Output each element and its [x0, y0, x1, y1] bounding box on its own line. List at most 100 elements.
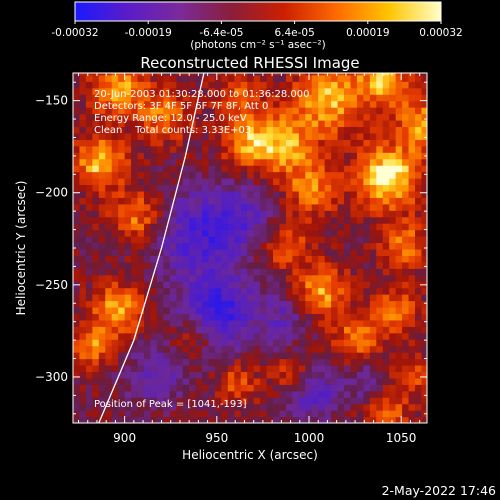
heatmap-cell: [350, 74, 358, 82]
heatmap-cell: [214, 300, 223, 308]
heatmap-cell: [331, 165, 339, 173]
heatmap-cell: [143, 397, 152, 405]
heatmap-cell: [376, 107, 384, 115]
heatmap-cell: [292, 152, 300, 160]
heatmap-cell: [350, 287, 358, 295]
heatmap-cell: [137, 248, 145, 256]
heatmap-cell: [79, 190, 87, 198]
heatmap-cell: [318, 313, 326, 321]
heatmap-cell: [131, 268, 139, 276]
heatmap-cell: [202, 100, 210, 108]
heatmap-cell: [279, 223, 287, 231]
heatmap-cell: [292, 216, 300, 224]
heatmap-cell: [318, 384, 326, 392]
heatmap-cell: [279, 352, 287, 360]
heatmap-cell: [111, 416, 119, 423]
heatmap-cell: [260, 345, 268, 353]
heatmap-cell: [350, 397, 358, 405]
heatmap-cell: [305, 364, 313, 373]
heatmap-cell: [363, 377, 371, 385]
heatmap-cell: [143, 190, 152, 198]
heatmap-cell: [376, 390, 384, 398]
heatmap-cell: [85, 268, 93, 276]
heatmap-cell: [260, 248, 268, 256]
heatmap-cell: [131, 358, 139, 366]
heatmap-cell: [389, 255, 397, 263]
heatmap-cell: [137, 229, 145, 237]
heatmap-cell: [285, 171, 294, 179]
heatmap-cell: [331, 371, 339, 379]
heatmap-cell: [73, 132, 81, 140]
heatmap-cell: [214, 216, 223, 224]
heatmap-cell: [318, 81, 326, 89]
heatmap-cell: [266, 306, 274, 314]
heatmap-cell: [421, 73, 427, 76]
heatmap-cell: [337, 313, 345, 321]
heatmap-cell: [260, 384, 268, 392]
heatmap-cell: [298, 210, 306, 218]
heatmap-cell: [234, 190, 242, 198]
heatmap-cell: [421, 158, 427, 166]
heatmap-cell: [389, 171, 397, 179]
heatmap-cell: [227, 223, 235, 231]
heatmap-cell: [382, 158, 390, 166]
heatmap-cell: [137, 274, 145, 282]
heatmap-cell: [305, 358, 313, 366]
heatmap-cell: [408, 287, 416, 295]
heatmap-cell: [247, 416, 255, 423]
heatmap-cell: [156, 274, 164, 282]
heatmap-cell: [421, 248, 427, 256]
heatmap-cell: [260, 107, 268, 115]
heatmap-cell: [247, 119, 255, 128]
heatmap-cell: [298, 81, 306, 89]
heatmap-cell: [402, 73, 410, 76]
heatmap-cell: [163, 390, 171, 398]
heatmap-cell: [408, 339, 416, 347]
heatmap-cell: [182, 145, 190, 153]
heatmap-cell: [266, 377, 274, 385]
heatmap-cell: [298, 255, 306, 263]
heatmap-cell: [421, 242, 427, 250]
heatmap-cell: [285, 403, 294, 411]
heatmap-cell: [260, 332, 268, 340]
heatmap-cell: [247, 339, 255, 347]
heatmap-cell: [163, 236, 171, 244]
heatmap-cell: [247, 197, 255, 205]
heatmap-cell: [221, 178, 229, 186]
heatmap-cell: [131, 416, 139, 423]
heatmap-cell: [298, 390, 306, 398]
heatmap-cell: [176, 126, 184, 134]
heatmap-cell: [214, 242, 223, 250]
heatmap-cell: [79, 100, 87, 108]
heatmap-cell: [421, 178, 427, 186]
heatmap-cell: [292, 171, 300, 179]
heatmap-cell: [363, 236, 371, 244]
heatmap-cell: [150, 74, 158, 82]
heatmap-cell: [298, 73, 306, 76]
heatmap-cell: [176, 197, 184, 205]
heatmap-cell: [292, 158, 300, 166]
heatmap-cell: [324, 255, 332, 263]
heatmap-cell: [292, 403, 300, 411]
heatmap-cell: [169, 119, 177, 128]
heatmap-cell: [324, 236, 332, 244]
heatmap-cell: [311, 100, 319, 108]
heatmap-cell: [182, 87, 190, 95]
heatmap-cell: [143, 416, 152, 423]
heatmap-cell: [331, 339, 339, 347]
heatmap-cell: [421, 210, 427, 218]
heatmap-cell: [208, 229, 216, 237]
heatmap-cell: [98, 287, 106, 295]
heatmap-cell: [150, 236, 158, 244]
heatmap-cell: [111, 410, 119, 418]
heatmap-cell: [408, 248, 416, 256]
heatmap-cell: [189, 87, 197, 95]
heatmap-cell: [111, 119, 119, 128]
heatmap-cell: [376, 352, 384, 360]
heatmap-cell: [208, 132, 216, 140]
heatmap-cell: [137, 390, 145, 398]
heatmap-cell: [202, 216, 210, 224]
heatmap-cell: [415, 306, 423, 314]
heatmap-cell: [85, 287, 93, 295]
heatmap-cell: [350, 81, 358, 89]
